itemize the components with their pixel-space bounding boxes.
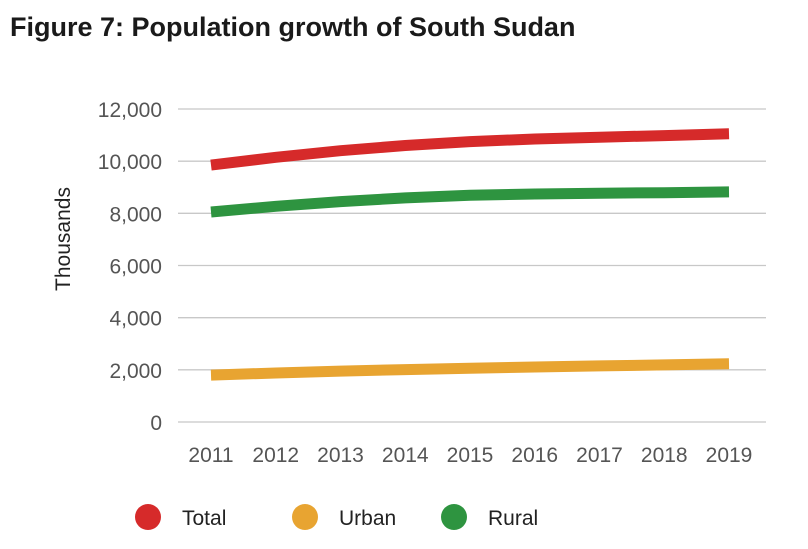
- series-line-urban: [210, 358, 730, 381]
- series-lines: [210, 128, 730, 381]
- x-tick-label: 2012: [252, 444, 299, 467]
- y-tick-label: 2,000: [109, 360, 162, 383]
- y-tick-label: 6,000: [109, 256, 162, 279]
- legend: Total Urban Rural: [135, 504, 538, 530]
- y-tick-label: 12,000: [98, 99, 162, 122]
- x-tick-label: 2019: [706, 444, 753, 467]
- y-tick-label: 0: [150, 412, 162, 435]
- x-tick-label: 2014: [382, 444, 429, 467]
- x-tick-label: 2016: [511, 444, 558, 467]
- y-axis-label: Thousands: [52, 187, 75, 291]
- legend-label-rural: Rural: [488, 507, 538, 530]
- legend-label-total: Total: [182, 507, 226, 530]
- legend-label-urban: Urban: [339, 507, 396, 530]
- series-line-total: [210, 128, 730, 171]
- x-tick-label: 2017: [576, 444, 623, 467]
- y-tick-label: 10,000: [98, 151, 162, 174]
- x-tick-label: 2015: [447, 444, 494, 467]
- x-tick-label: 2013: [317, 444, 364, 467]
- legend-marker-urban: [292, 504, 318, 530]
- chart-title: Figure 7: Population growth of South Sud…: [10, 12, 576, 42]
- x-tick-labels: 2011 2012 2013 2014 2015 2016 2017 2018 2019: [188, 444, 752, 467]
- x-tick-label: 2011: [188, 444, 233, 467]
- y-tick-label: 8,000: [109, 203, 162, 226]
- series-line-rural: [210, 186, 730, 218]
- legend-marker-rural: [441, 504, 467, 530]
- x-tick-label: 2018: [641, 444, 688, 467]
- y-tick-label: 4,000: [109, 308, 162, 331]
- y-tick-labels: 0 2,000 4,000 6,000 8,000 10,000 12,000: [98, 99, 162, 435]
- legend-marker-total: [135, 504, 161, 530]
